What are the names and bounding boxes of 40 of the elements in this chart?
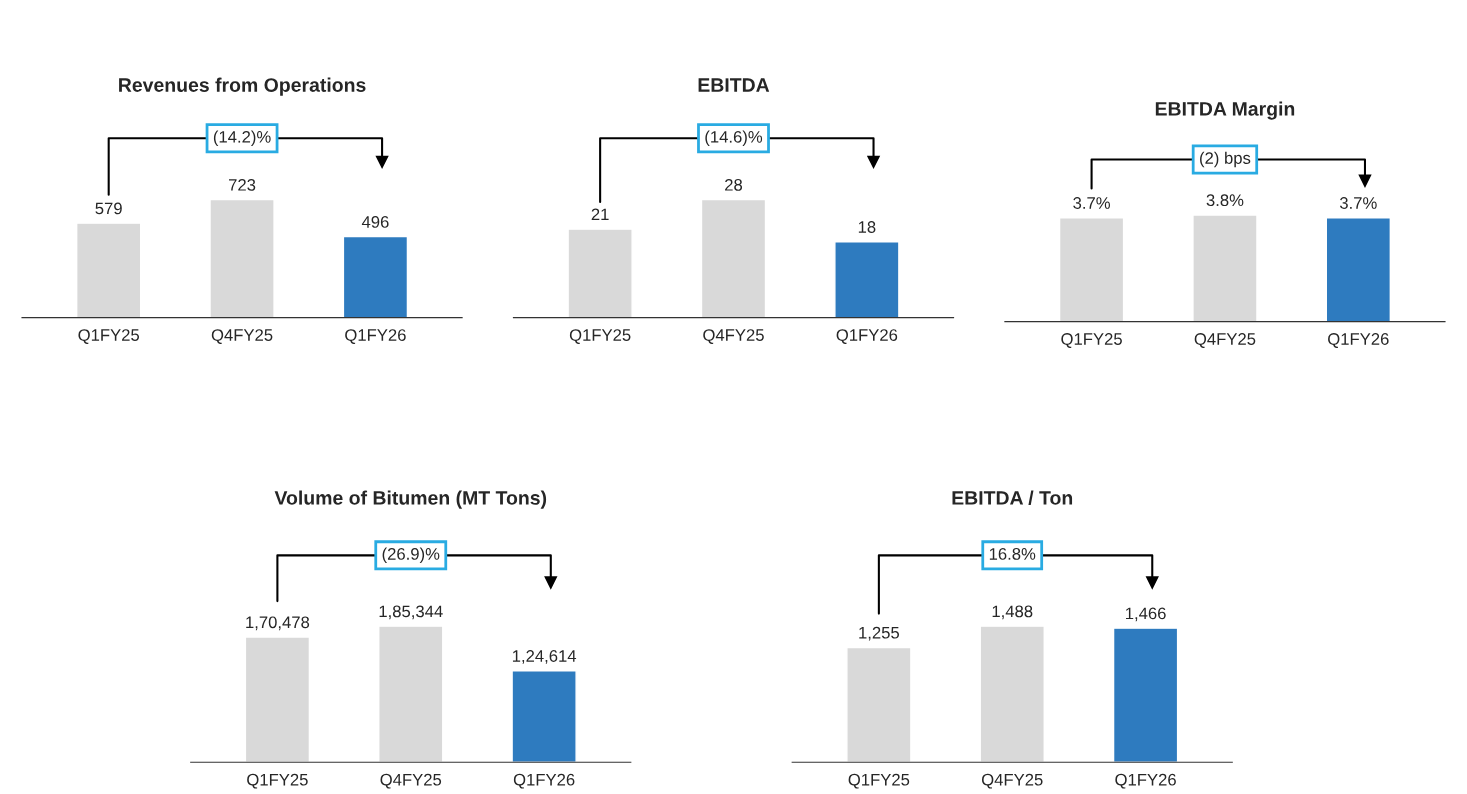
text: (2) bps — [1200, 151, 1251, 168]
text: 16.8% — [989, 548, 1036, 560]
data-label: 496 — [361, 216, 389, 228]
x-tick-label: Q1FY25 — [848, 773, 910, 789]
x-tick-label: Q1FY26 — [345, 329, 406, 344]
x-tick-label: Q1FY26 — [1328, 333, 1389, 348]
chart-title: EBITDA Margin — [1155, 101, 1295, 120]
x-tick-label: Q4FY25 — [380, 773, 442, 789]
x-tick-label: Q1FY26 — [1115, 773, 1176, 789]
chart-title: EBITDA — [698, 78, 770, 92]
data-label: 21 — [591, 208, 609, 221]
data-label: 3.8% — [1206, 194, 1244, 207]
x-tick-label: Q1FY26 — [513, 773, 575, 789]
data-label: 3.7% — [1339, 197, 1377, 209]
x-tick-label: Q1FY25 — [1061, 333, 1122, 348]
chart-title: Revenues from Operations — [119, 77, 366, 96]
data-label: 723 — [229, 178, 256, 191]
data-label: 1,466 — [1126, 607, 1166, 622]
data-label: 28 — [725, 178, 743, 191]
x-tick-label: Q4FY25 — [703, 329, 764, 344]
chart-title: Volume of Bitumen (MT Tons) — [274, 490, 547, 509]
data-label: 1,24,614 — [512, 650, 577, 664]
x-tick-label: Q4FY25 — [981, 773, 1043, 789]
text: (26.9)% — [382, 547, 440, 564]
x-tick-label: Q1FY25 — [247, 773, 308, 789]
data-label: 579 — [95, 202, 122, 215]
data-label: 1,85,344 — [379, 605, 443, 620]
data-label: 1,255 — [859, 626, 900, 641]
data-label: 1,488 — [992, 605, 1033, 620]
x-tick-label: Q1FY25 — [78, 329, 140, 344]
x-tick-label: Q1FY25 — [569, 329, 631, 344]
chart-title: EBITDA / Ton — [952, 490, 1073, 505]
data-label: 18 — [858, 221, 876, 233]
x-tick-label: Q4FY25 — [211, 329, 273, 344]
x-tick-label: Q1FY26 — [836, 329, 898, 344]
x-tick-label: Q4FY25 — [1194, 333, 1256, 348]
text: (14.6)% — [705, 130, 763, 147]
data-label: 3.7% — [1073, 197, 1110, 209]
text: (14.2)% — [213, 130, 271, 147]
data-label: 1,70,478 — [246, 616, 310, 631]
